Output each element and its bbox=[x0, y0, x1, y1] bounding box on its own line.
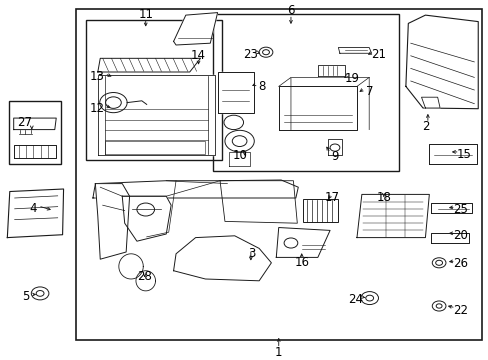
Polygon shape bbox=[173, 236, 271, 281]
Circle shape bbox=[232, 136, 246, 147]
Circle shape bbox=[435, 260, 442, 265]
Polygon shape bbox=[430, 203, 471, 213]
Polygon shape bbox=[338, 48, 371, 53]
Polygon shape bbox=[173, 13, 217, 45]
Polygon shape bbox=[430, 233, 468, 243]
Text: 12: 12 bbox=[89, 102, 104, 114]
Circle shape bbox=[435, 304, 441, 308]
Text: 15: 15 bbox=[456, 148, 471, 161]
Text: 4: 4 bbox=[29, 202, 37, 215]
Circle shape bbox=[36, 291, 44, 296]
Text: 18: 18 bbox=[376, 191, 390, 204]
Text: 24: 24 bbox=[347, 293, 362, 306]
Text: 13: 13 bbox=[89, 70, 104, 83]
Polygon shape bbox=[122, 196, 171, 241]
Polygon shape bbox=[428, 144, 476, 164]
Text: 26: 26 bbox=[452, 257, 467, 270]
Bar bbox=[303, 199, 338, 222]
Text: 5: 5 bbox=[21, 291, 29, 303]
Polygon shape bbox=[278, 86, 356, 130]
Text: 14: 14 bbox=[191, 49, 205, 62]
Text: 16: 16 bbox=[294, 256, 308, 269]
Circle shape bbox=[259, 47, 272, 57]
Circle shape bbox=[137, 203, 154, 216]
Text: 22: 22 bbox=[452, 304, 467, 317]
Polygon shape bbox=[405, 15, 477, 109]
Text: 1: 1 bbox=[274, 346, 282, 359]
Text: 6: 6 bbox=[286, 4, 294, 17]
Circle shape bbox=[360, 292, 378, 305]
Polygon shape bbox=[14, 145, 56, 158]
Text: 8: 8 bbox=[258, 80, 265, 93]
Circle shape bbox=[224, 115, 243, 130]
Polygon shape bbox=[317, 65, 344, 76]
Text: 19: 19 bbox=[344, 72, 359, 85]
Circle shape bbox=[224, 130, 254, 152]
Text: 23: 23 bbox=[243, 48, 258, 61]
Bar bbox=[85, 20, 222, 160]
Text: 9: 9 bbox=[331, 150, 339, 163]
Text: 25: 25 bbox=[452, 203, 467, 216]
Text: 10: 10 bbox=[232, 149, 246, 162]
Polygon shape bbox=[98, 58, 200, 72]
Text: 20: 20 bbox=[452, 229, 467, 242]
Text: 28: 28 bbox=[137, 270, 152, 283]
Polygon shape bbox=[98, 75, 215, 155]
Polygon shape bbox=[217, 72, 254, 113]
Text: 27: 27 bbox=[17, 116, 32, 129]
Polygon shape bbox=[276, 228, 329, 257]
Polygon shape bbox=[327, 139, 342, 155]
Circle shape bbox=[262, 50, 269, 55]
Circle shape bbox=[284, 238, 297, 248]
Circle shape bbox=[365, 295, 373, 301]
Polygon shape bbox=[95, 184, 129, 259]
Text: 7: 7 bbox=[365, 85, 373, 98]
Text: 17: 17 bbox=[325, 191, 339, 204]
Polygon shape bbox=[14, 118, 56, 130]
Circle shape bbox=[329, 144, 339, 151]
Circle shape bbox=[100, 93, 127, 113]
Circle shape bbox=[31, 287, 49, 300]
Polygon shape bbox=[7, 189, 63, 238]
Text: 2: 2 bbox=[421, 120, 428, 133]
Bar bbox=[212, 14, 398, 171]
Circle shape bbox=[105, 97, 121, 108]
Text: 11: 11 bbox=[138, 8, 153, 21]
Text: 3: 3 bbox=[247, 247, 255, 260]
Circle shape bbox=[431, 258, 445, 268]
Bar bbox=[76, 9, 481, 340]
Polygon shape bbox=[421, 97, 439, 108]
Circle shape bbox=[431, 301, 445, 311]
Polygon shape bbox=[93, 180, 298, 198]
Polygon shape bbox=[220, 181, 297, 223]
Polygon shape bbox=[356, 194, 428, 238]
Bar bbox=[9, 101, 61, 164]
Text: 21: 21 bbox=[371, 48, 386, 61]
